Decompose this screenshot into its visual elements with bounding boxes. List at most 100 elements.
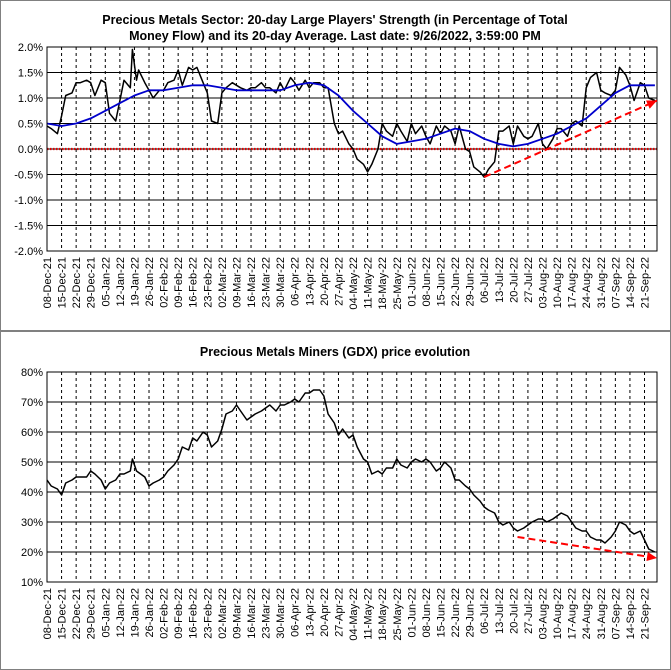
x-tick-label: 02-Feb-22 — [159, 257, 171, 308]
y-tick-label: -1.5% — [14, 221, 43, 233]
y-tick-label: 60% — [21, 427, 43, 439]
bottom-chart-plot: 80% 70% 60% 50% 40% 30% 20% 10%08-Dec-21 15-Dec-… — [21, 367, 658, 641]
x-tick-label: 16-Mar-22 — [246, 588, 258, 639]
y-tick-label: 2.0% — [18, 42, 43, 54]
x-tick-label: 01-Jun-22 — [406, 588, 418, 638]
x-tick-label: 22-Jun-22 — [450, 257, 462, 307]
x-tick-label: 09-Mar-22 — [231, 588, 243, 639]
top-chart-plot: 2.0% 1.5% 1.0% 0.5% 0.0% -0.5% -1.0% -1.5% -2.0%… — [14, 42, 658, 310]
x-tick-label: 30-Mar-22 — [275, 257, 287, 308]
x-tick-label: 17-Aug-22 — [567, 588, 579, 639]
x-tick-label: 13-Jul-22 — [494, 257, 506, 303]
x-tick-label: 23-Feb-22 — [202, 257, 214, 308]
x-tick-label: 04-May-22 — [348, 588, 360, 641]
trend-arrow-line — [483, 99, 658, 178]
x-tick-label: 09-Mar-22 — [231, 257, 243, 308]
average-series-line — [46, 81, 655, 148]
price-series-line — [46, 389, 656, 553]
x-tick-label: 29-Jun-22 — [465, 588, 477, 638]
x-tick-label: 27-Jul-22 — [523, 588, 535, 634]
x-tick-label: 14-Sep-22 — [625, 257, 637, 308]
x-tick-label: 18-May-22 — [377, 588, 389, 641]
y-tick-label: 20% — [21, 547, 43, 559]
bottom-chart-title: Precious Metals Miners (GDX) price evolu… — [200, 345, 470, 359]
trend-arrow-head — [646, 552, 657, 561]
x-tick-label: 31-Aug-22 — [596, 257, 608, 308]
y-tick-label: 40% — [21, 487, 43, 499]
y-tick-label: 1.5% — [18, 68, 43, 80]
plot-area-border — [46, 371, 658, 583]
x-tick-label: 08-Jun-22 — [421, 588, 433, 638]
y-tick-label: -1.0% — [14, 195, 43, 207]
x-tick-label: 27-Apr-22 — [333, 588, 345, 637]
x-tick-label: 16-Feb-22 — [188, 588, 200, 639]
x-tick-label: 06-Apr-22 — [290, 257, 302, 306]
x-tick-label: 23-Feb-22 — [202, 588, 214, 639]
x-tick-label: 16-Mar-22 — [246, 257, 258, 308]
x-tick-label: 09-Feb-22 — [173, 257, 185, 308]
x-tick-label: 19-Jan-22 — [129, 588, 141, 638]
top-chart-title-line1: Precious Metals Sector: 20-day Large Pla… — [102, 13, 567, 27]
x-tick-label: 20-Apr-22 — [319, 588, 331, 637]
x-tick-label: 20-Jul-22 — [508, 257, 520, 303]
x-tick-label: 03-Aug-22 — [537, 257, 549, 308]
x-tick-label: 11-May-22 — [363, 588, 375, 640]
x-tick-label: 09-Feb-22 — [173, 588, 185, 639]
x-tick-label: 24-Aug-22 — [581, 588, 593, 639]
x-tick-label: 11-May-22 — [363, 257, 375, 309]
x-tick-label: 30-Mar-22 — [275, 588, 287, 639]
x-tick-label: 07-Sep-22 — [610, 588, 622, 639]
x-tick-label: 19-Jan-22 — [129, 257, 141, 307]
x-tick-label: 15-Dec-21 — [57, 588, 69, 639]
trend-arrow-line — [517, 536, 658, 559]
x-tick-label: 12-Jan-22 — [115, 588, 127, 638]
x-tick-label: 04-May-22 — [348, 257, 360, 310]
x-tick-label: 29-Jun-22 — [465, 257, 477, 307]
y-tick-label: 70% — [21, 397, 43, 409]
x-tick-label: 24-Aug-22 — [581, 257, 593, 308]
x-tick-label: 18-May-22 — [377, 257, 389, 310]
x-tick-label: 25-May-22 — [392, 257, 404, 310]
x-tick-label: 07-Sep-22 — [610, 257, 622, 308]
x-tick-label: 22-Dec-21 — [71, 588, 83, 639]
y-tick-label: 80% — [21, 367, 43, 379]
x-tick-label: 25-May-22 — [392, 588, 404, 641]
x-tick-label: 08-Dec-21 — [42, 588, 54, 639]
x-tick-label: 27-Apr-22 — [333, 257, 345, 306]
x-tick-label: 02-Mar-22 — [217, 257, 229, 308]
x-tick-label: 06-Jul-22 — [479, 588, 491, 634]
x-tick-label: 17-Aug-22 — [567, 257, 579, 308]
x-tick-label: 23-Mar-22 — [261, 257, 273, 308]
y-tick-label: 1.0% — [18, 93, 43, 105]
x-tick-label: 20-Apr-22 — [319, 257, 331, 306]
y-tick-label: 0.5% — [18, 119, 43, 131]
x-tick-label: 05-Jan-22 — [100, 588, 112, 638]
y-tick-label: -2.0% — [14, 246, 43, 258]
x-tick-label: 22-Jun-22 — [450, 588, 462, 638]
top-chart-title-line2: Money Flow) and its 20-day Average. Last… — [129, 29, 541, 43]
x-tick-label: 15-Dec-21 — [57, 257, 69, 308]
x-tick-label: 27-Jul-22 — [523, 257, 535, 303]
x-tick-label: 23-Mar-22 — [261, 588, 273, 639]
x-tick-label: 13-Apr-22 — [304, 588, 316, 637]
x-tick-label: 10-Aug-22 — [552, 588, 564, 639]
x-tick-label: 29-Dec-21 — [86, 257, 98, 308]
x-tick-label: 12-Jan-22 — [115, 257, 127, 307]
x-tick-label: 06-Jul-22 — [479, 257, 491, 303]
x-tick-label: 16-Feb-22 — [188, 257, 200, 308]
plot-area-border — [46, 46, 658, 252]
x-tick-label: 22-Dec-21 — [71, 257, 83, 308]
x-tick-label: 03-Aug-22 — [537, 588, 549, 639]
y-tick-label: 50% — [21, 457, 43, 469]
y-tick-label: 30% — [21, 517, 43, 529]
x-tick-label: 05-Jan-22 — [100, 257, 112, 307]
trend-arrow-head — [646, 100, 657, 109]
y-tick-label: 0.0% — [18, 144, 43, 156]
strength-series-line — [46, 48, 656, 178]
x-tick-label: 02-Mar-22 — [217, 588, 229, 639]
x-tick-label: 20-Jul-22 — [508, 588, 520, 634]
x-tick-label: 15-Jun-22 — [435, 257, 447, 307]
x-tick-label: 01-Jun-22 — [406, 257, 418, 307]
y-tick-label: 10% — [21, 577, 43, 589]
